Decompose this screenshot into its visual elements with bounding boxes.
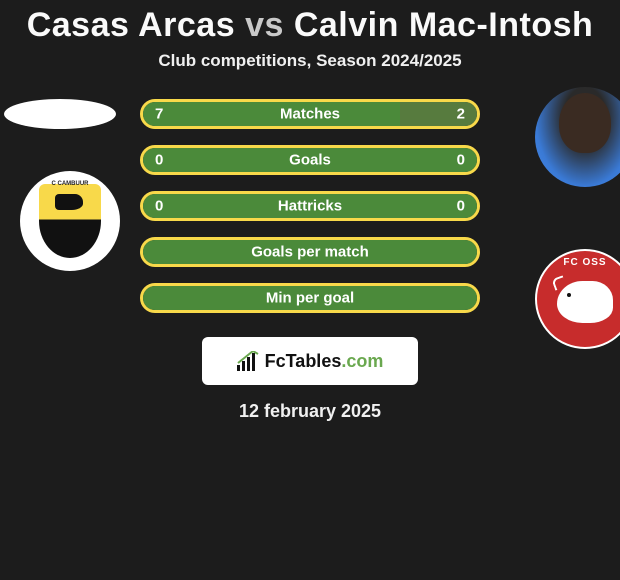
brand-box[interactable]: FcTables.com [202, 337, 418, 385]
title-right: Calvin Mac-Intosh [294, 6, 593, 44]
stat-fill-right [400, 102, 477, 126]
stat-value-left: 0 [155, 198, 163, 215]
team-right-name: FC OSS [563, 257, 606, 268]
compare-area: C CAMBUUR FC OSS 7 2 Matches 0 0 Goals 0 0 Hattr… [0, 99, 620, 329]
stat-value-right: 0 [457, 198, 465, 215]
team-left-badge: C CAMBUUR [20, 171, 120, 271]
stat-label: Matches [280, 106, 340, 123]
team-left-badge-shield: C CAMBUUR [39, 184, 101, 258]
team-right-icon [557, 281, 613, 323]
stat-row: Goals per match [140, 237, 480, 267]
root: Casas Arcas vs Calvin Mac-Intosh Club co… [0, 0, 620, 422]
stat-label: Hattricks [278, 198, 342, 215]
player-left-avatar [4, 99, 116, 129]
stat-row: Min per goal [140, 283, 480, 313]
stat-fill-left [143, 102, 400, 126]
stat-fill-right [310, 148, 477, 172]
brand-chart-icon [237, 351, 261, 371]
title-left: Casas Arcas [27, 6, 235, 44]
date-text: 12 february 2025 [0, 401, 620, 422]
stat-label: Goals [289, 152, 331, 169]
player-right-avatar [535, 87, 620, 187]
stat-fill-left [143, 148, 310, 172]
subtitle: Club competitions, Season 2024/2025 [0, 51, 620, 71]
brand-name: FcTables [265, 351, 342, 371]
team-left-icon [53, 192, 87, 214]
stat-value-left: 7 [155, 106, 163, 123]
stat-value-left: 0 [155, 152, 163, 169]
team-right-badge: FC OSS [535, 249, 620, 349]
stat-value-right: 0 [457, 152, 465, 169]
stat-bars: 7 2 Matches 0 0 Goals 0 0 Hattricks Goals per mat… [140, 99, 480, 329]
stat-row: 0 0 Hattricks [140, 191, 480, 221]
stat-value-right: 2 [457, 106, 465, 123]
stat-row: 7 2 Matches [140, 99, 480, 129]
stat-label: Goals per match [251, 244, 369, 261]
page-title: Casas Arcas vs Calvin Mac-Intosh [0, 6, 620, 45]
title-vs: vs [245, 6, 284, 44]
brand-suffix: .com [341, 351, 383, 371]
stat-row: 0 0 Goals [140, 145, 480, 175]
team-left-name: C CAMBUUR [52, 181, 89, 187]
brand-text: FcTables.com [265, 351, 384, 372]
stat-label: Min per goal [266, 290, 354, 307]
